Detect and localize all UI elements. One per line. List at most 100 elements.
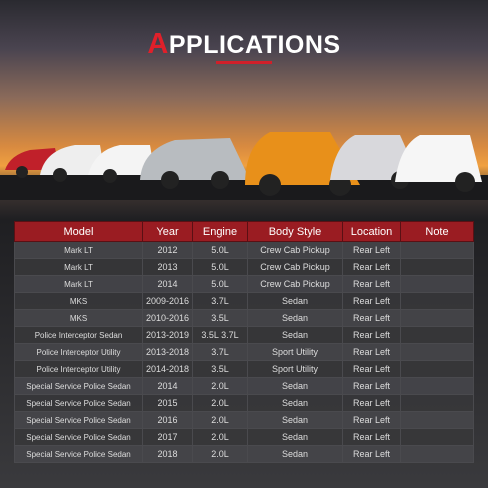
- table-cell: [400, 258, 474, 276]
- table-cell: [400, 343, 474, 361]
- table-cell: Police Interceptor Utility: [14, 343, 143, 361]
- column-header: Year: [142, 221, 193, 242]
- table-cell: [400, 292, 474, 310]
- car: [395, 135, 482, 192]
- table-cell: Sport Utility: [247, 360, 343, 378]
- table-cell: 2015: [142, 394, 193, 412]
- table-cell: Sedan: [247, 326, 343, 344]
- table-row: Special Service Police Sedan 2017 2.0L Seda…: [14, 428, 474, 446]
- table-cell: Rear Left: [342, 258, 401, 276]
- column-header: Location: [342, 221, 401, 242]
- table-cell: 2014: [142, 377, 193, 395]
- table-cell: [400, 394, 474, 412]
- table-row: Mark LT 2012 5.0L Crew Cab Pickup Rear Left: [14, 241, 474, 259]
- table-cell: 2016: [142, 411, 193, 429]
- table-cell: Special Service Police Sedan: [14, 445, 143, 463]
- table-cell: Rear Left: [342, 292, 401, 310]
- table-cell: Mark LT: [14, 275, 143, 293]
- table-cell: 2010-2016: [142, 309, 193, 327]
- car: [140, 138, 250, 189]
- table-cell: [400, 445, 474, 463]
- table-row: Mark LT 2013 5.0L Crew Cab Pickup Rear Left: [14, 258, 474, 276]
- table-cell: [400, 309, 474, 327]
- table-cell: MKS: [14, 292, 143, 310]
- table-row: Special Service Police Sedan 2016 2.0L Seda…: [14, 411, 474, 429]
- table-cell: [400, 411, 474, 429]
- table-cell: 3.5L: [192, 360, 248, 378]
- title: APPLICATIONS: [147, 28, 341, 60]
- table-cell: 3.5L: [192, 309, 248, 327]
- table-cell: [400, 377, 474, 395]
- table-cell: Crew Cab Pickup: [247, 258, 343, 276]
- table-cell: 3.7L: [192, 292, 248, 310]
- applications-table: Model Year Engine Body Style Location Note Ma…: [14, 221, 474, 463]
- table-row: Police Interceptor Sedan 2013-2019 3.5L 3.…: [14, 326, 474, 344]
- table-row: Police Interceptor Utility 2014-2018 3.5L S…: [14, 360, 474, 378]
- table-row: Special Service Police Sedan 2014 2.0L Seda…: [14, 377, 474, 395]
- table-cell: 2012: [142, 241, 193, 259]
- table-cell: 2.0L: [192, 394, 248, 412]
- table-row: Special Service Police Sedan 2015 2.0L Seda…: [14, 394, 474, 412]
- table-cell: Mark LT: [14, 258, 143, 276]
- table-cell: Police Interceptor Sedan: [14, 326, 143, 344]
- table-cell: 2014: [142, 275, 193, 293]
- column-header: Engine: [192, 221, 248, 242]
- table-cell: 2.0L: [192, 445, 248, 463]
- table-cell: Sport Utility: [247, 343, 343, 361]
- table-cell: MKS: [14, 309, 143, 327]
- table-cell: Rear Left: [342, 241, 401, 259]
- table-cell: Sedan: [247, 428, 343, 446]
- table-row: MKS 2010-2016 3.5L Sedan Rear Left: [14, 309, 474, 327]
- table-cell: 2.0L: [192, 428, 248, 446]
- table-cell: Rear Left: [342, 377, 401, 395]
- header-row: Model Year Engine Body Style Location Note: [14, 221, 474, 242]
- table-cell: Sedan: [247, 377, 343, 395]
- table-cell: 3.5L 3.7L: [192, 326, 248, 344]
- table-row: Special Service Police Sedan 2018 2.0L Seda…: [14, 445, 474, 463]
- table-cell: Special Service Police Sedan: [14, 394, 143, 412]
- cars-illustration: [0, 132, 488, 200]
- table-cell: [400, 275, 474, 293]
- table-cell: Rear Left: [342, 428, 401, 446]
- table-cell: 2018: [142, 445, 193, 463]
- table-cell: Special Service Police Sedan: [14, 377, 143, 395]
- table-cell: 2009-2016: [142, 292, 193, 310]
- table-cell: Sedan: [247, 411, 343, 429]
- table-cell: Rear Left: [342, 445, 401, 463]
- table-cell: Special Service Police Sedan: [14, 411, 143, 429]
- table-cell: Police Interceptor Utility: [14, 360, 143, 378]
- table-cell: 2017: [142, 428, 193, 446]
- table-cell: 5.0L: [192, 275, 248, 293]
- car: [88, 145, 155, 183]
- table-cell: Sedan: [247, 309, 343, 327]
- table-cell: Rear Left: [342, 394, 401, 412]
- table-cell: Special Service Police Sedan: [14, 428, 143, 446]
- table-row: Police Interceptor Utility 2013-2018 3.7L S…: [14, 343, 474, 361]
- table-cell: 2.0L: [192, 411, 248, 429]
- table-cell: Rear Left: [342, 275, 401, 293]
- table-cell: Sedan: [247, 445, 343, 463]
- table-cell: Rear Left: [342, 309, 401, 327]
- table-cell: Sedan: [247, 292, 343, 310]
- table-cell: 2013-2019: [142, 326, 193, 344]
- table-cell: Rear Left: [342, 411, 401, 429]
- table-cell: 5.0L: [192, 241, 248, 259]
- table-cell: Crew Cab Pickup: [247, 241, 343, 259]
- table-cell: [400, 326, 474, 344]
- table-cell: Rear Left: [342, 326, 401, 344]
- table-row: MKS 2009-2016 3.7L Sedan Rear Left: [14, 292, 474, 310]
- table-cell: Sedan: [247, 394, 343, 412]
- table-cell: Rear Left: [342, 360, 401, 378]
- table-cell: Crew Cab Pickup: [247, 275, 343, 293]
- column-header: Model: [14, 221, 143, 242]
- table-cell: 2013: [142, 258, 193, 276]
- table-cell: Rear Left: [342, 343, 401, 361]
- table-cell: [400, 360, 474, 378]
- title-underline: [216, 61, 272, 64]
- table-cell: [400, 241, 474, 259]
- car: [40, 145, 105, 182]
- column-header: Body Style: [247, 221, 343, 242]
- table-cell: 2014-2018: [142, 360, 193, 378]
- table-cell: [400, 428, 474, 446]
